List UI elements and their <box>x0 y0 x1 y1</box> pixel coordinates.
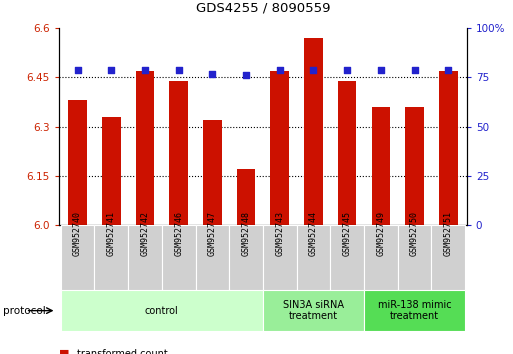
Point <box>343 67 351 73</box>
Bar <box>102 117 121 225</box>
Bar <box>128 225 162 290</box>
Point <box>73 67 82 73</box>
Bar <box>263 225 297 290</box>
Bar <box>431 225 465 290</box>
Bar <box>364 290 465 331</box>
Text: ■: ■ <box>59 349 69 354</box>
Bar <box>68 100 87 225</box>
Text: GSM952746: GSM952746 <box>174 211 183 256</box>
Bar <box>203 120 222 225</box>
Bar <box>61 290 263 331</box>
Bar <box>263 290 364 331</box>
Text: GSM952740: GSM952740 <box>73 211 82 256</box>
Bar <box>371 107 390 225</box>
Text: GSM952742: GSM952742 <box>141 211 149 256</box>
Point <box>242 73 250 78</box>
Text: GSM952741: GSM952741 <box>107 211 116 256</box>
Point <box>444 67 452 73</box>
Point <box>275 67 284 73</box>
Text: GSM952744: GSM952744 <box>309 211 318 256</box>
Bar <box>439 71 458 225</box>
Point <box>410 67 419 73</box>
Text: GSM952745: GSM952745 <box>343 211 352 256</box>
Text: GSM952751: GSM952751 <box>444 211 453 256</box>
Text: GSM952748: GSM952748 <box>242 211 250 256</box>
Bar <box>304 38 323 225</box>
Text: GSM952747: GSM952747 <box>208 211 217 256</box>
Bar <box>338 81 357 225</box>
Bar <box>405 107 424 225</box>
Bar <box>237 169 255 225</box>
Point <box>141 67 149 73</box>
Bar <box>162 225 195 290</box>
Text: GSM952749: GSM952749 <box>377 211 385 256</box>
Point <box>208 71 216 76</box>
Bar <box>330 225 364 290</box>
Bar <box>94 225 128 290</box>
Text: GSM952743: GSM952743 <box>275 211 284 256</box>
Bar <box>169 81 188 225</box>
Text: transformed count: transformed count <box>77 349 168 354</box>
Point <box>174 67 183 73</box>
Point <box>377 67 385 73</box>
Bar <box>229 225 263 290</box>
Text: protocol: protocol <box>3 306 45 316</box>
Point <box>107 67 115 73</box>
Text: SIN3A siRNA
treatment: SIN3A siRNA treatment <box>283 300 344 321</box>
Bar <box>135 71 154 225</box>
Bar <box>364 225 398 290</box>
Text: GDS4255 / 8090559: GDS4255 / 8090559 <box>195 1 330 14</box>
Point <box>309 67 318 73</box>
Text: miR-138 mimic
treatment: miR-138 mimic treatment <box>378 300 451 321</box>
Text: GSM952750: GSM952750 <box>410 211 419 256</box>
Bar <box>195 225 229 290</box>
Bar <box>61 225 94 290</box>
Bar <box>297 225 330 290</box>
Bar <box>398 225 431 290</box>
Bar <box>270 71 289 225</box>
Text: control: control <box>145 306 179 316</box>
